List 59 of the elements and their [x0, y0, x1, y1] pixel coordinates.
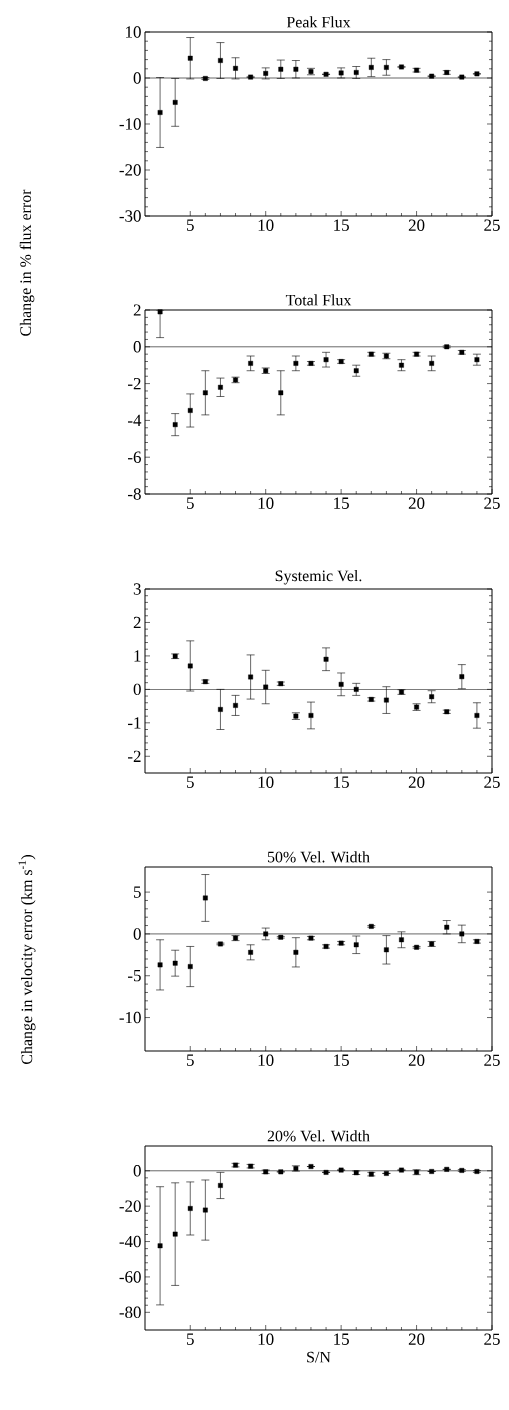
x-tick-label: 5 [187, 219, 194, 231]
chart-title: Systemic Vel. [275, 570, 362, 585]
x-tick-label: 25 [484, 497, 500, 509]
y-axis-title: Change in % flux error [19, 189, 35, 336]
x-axis-title: S/N [307, 1351, 331, 1363]
x-tick-label: 20 [408, 1054, 425, 1066]
x-tick-label: 5 [187, 776, 194, 788]
chart-title: Total Flux [285, 294, 352, 306]
x-tick-label: 25 [484, 776, 500, 788]
chart-title: Peak Flux [286, 16, 351, 28]
x-tick-label: 5 [187, 1054, 194, 1066]
x-tick-label: 15 [334, 776, 349, 788]
y-tick-label: 2 [133, 304, 141, 316]
y-axis-title: Change in velocity error (km s$^{-1}$) [18, 855, 36, 1065]
x-tick-label: 15 [334, 497, 349, 509]
x-tick-label: 20 [408, 1333, 425, 1345]
x-tick-label: 15 [334, 219, 349, 231]
x-tick-label: 5 [187, 497, 194, 509]
y-tick-label: 1 [134, 650, 141, 662]
chart-title: 50% Vel. Width [267, 851, 370, 863]
y-tick-label: -6 [128, 451, 141, 463]
y-tick-label: -10 [119, 118, 141, 130]
y-tick-label: -60 [119, 1271, 141, 1283]
y-tick-label: 0 [133, 72, 141, 84]
y-tick-label: -4 [128, 414, 142, 426]
x-tick-label: 20 [408, 497, 425, 509]
y-tick-label: -10 [119, 1011, 141, 1024]
chart-title: 20% Vel. Width [267, 1130, 370, 1142]
x-tick-label: 20 [408, 776, 425, 788]
x-tick-label: 20 [408, 219, 425, 231]
y-tick-label: 0 [133, 1165, 141, 1177]
y-tick-label: -1 [128, 717, 141, 729]
y-tick-label: -20 [119, 1200, 141, 1212]
y-tick-label: -2 [128, 377, 141, 390]
x-tick-label: 10 [258, 497, 274, 509]
y-tick-label: -30 [119, 210, 141, 222]
y-tick-label: 0 [133, 683, 141, 696]
y-tick-label: 5 [134, 886, 141, 898]
y-tick-label: -2 [128, 750, 141, 762]
y-tick-label: -80 [119, 1306, 141, 1319]
x-tick-label: 10 [258, 219, 274, 231]
x-tick-label: 10 [258, 1054, 274, 1066]
y-tick-label: 3 [133, 583, 141, 595]
y-tick-label: 2 [133, 616, 141, 629]
y-tick-label: -20 [119, 164, 141, 176]
x-tick-label: 25 [484, 219, 500, 231]
y-tick-label: -40 [119, 1235, 141, 1248]
x-tick-label: 5 [187, 1333, 194, 1345]
x-tick-label: 15 [334, 1054, 349, 1066]
x-tick-label: 15 [334, 1333, 349, 1345]
y-tick-label: 0 [133, 341, 141, 353]
x-tick-label: 10 [258, 1333, 274, 1345]
y-tick-label: 0 [133, 928, 141, 940]
x-tick-label: 10 [258, 776, 274, 788]
y-tick-label: 10 [126, 26, 141, 38]
x-tick-label: 25 [484, 1054, 500, 1066]
y-tick-label: -5 [128, 970, 141, 982]
x-tick-label: 25 [484, 1333, 500, 1345]
y-tick-label: -8 [128, 488, 141, 500]
